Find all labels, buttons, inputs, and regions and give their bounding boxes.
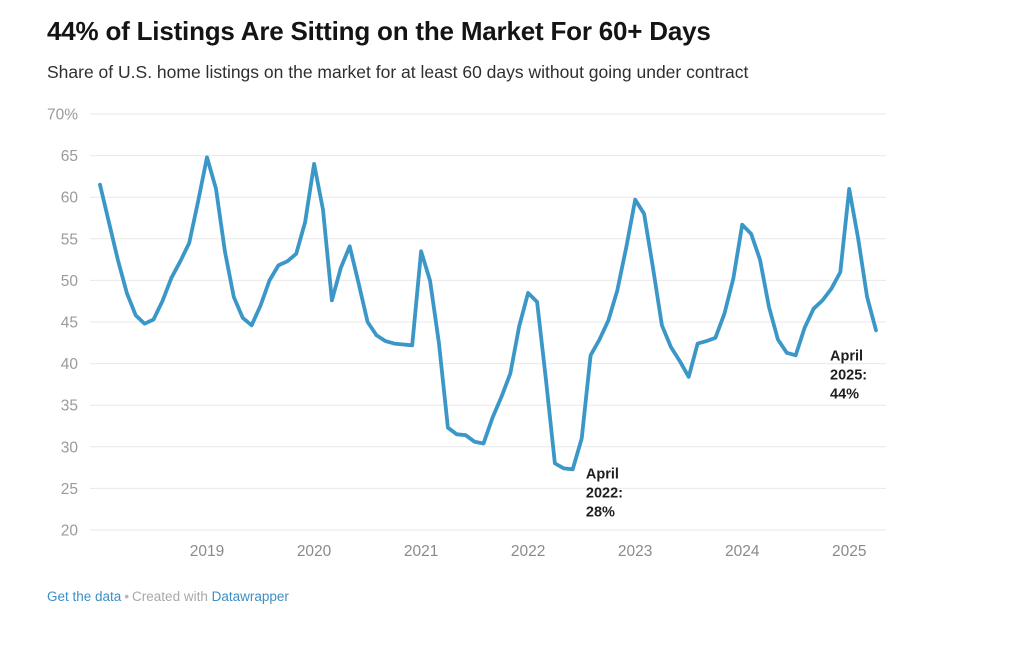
y-tick-label: 60 [61,190,79,207]
chart-subtitle: Share of U.S. home listings on the marke… [47,62,749,82]
y-tick-label: 30 [61,439,79,456]
annotation-line: 28% [586,504,615,520]
datawrapper-link[interactable]: Datawrapper [211,589,289,604]
gridlines [90,113,886,531]
y-tick-label: 65 [61,148,78,165]
annotation-line: April [830,348,863,364]
x-tick-label: 2024 [725,543,760,560]
annotation-line: 2025: [830,367,867,383]
annotation: April 2025: 44% [830,348,867,402]
y-tick-label: 25 [61,481,78,498]
footer-separator: • [124,589,130,604]
x-tick-label: 2019 [190,543,224,560]
chart-footer: Get the data • Created with Datawrapper [47,589,289,604]
x-tick-label: 2020 [297,543,332,560]
annotation: April 2022: 28% [586,466,623,520]
series-line [98,155,878,472]
y-tick-label: 45 [61,315,78,332]
x-tick-label: 2021 [404,543,438,560]
created-with-label: Created with [132,589,208,604]
y-tick-label: 50 [61,273,79,290]
x-axis-tick-labels: 2019 2020 2021 2022 2023 2024 2025 [190,543,867,560]
annotation-line: 44% [830,386,859,402]
annotation-line: 2022: [586,485,623,501]
x-tick-label: 2023 [618,543,652,560]
x-tick-label: 2022 [511,543,545,560]
y-tick-label: 35 [61,398,78,415]
chart-title: 44% of Listings Are Sitting on the Marke… [47,16,711,46]
get-the-data-link[interactable]: Get the data [47,589,122,604]
y-tick-label: 55 [61,231,78,248]
x-tick-label: 2025 [832,543,866,560]
annotation-line: April [586,466,619,482]
y-tick-label: 20 [61,523,79,540]
y-axis-tick-labels: 70% 65 60 55 50 45 40 35 30 25 20 [47,107,78,540]
y-tick-label: 70% [47,107,78,124]
y-tick-label: 40 [61,356,79,373]
